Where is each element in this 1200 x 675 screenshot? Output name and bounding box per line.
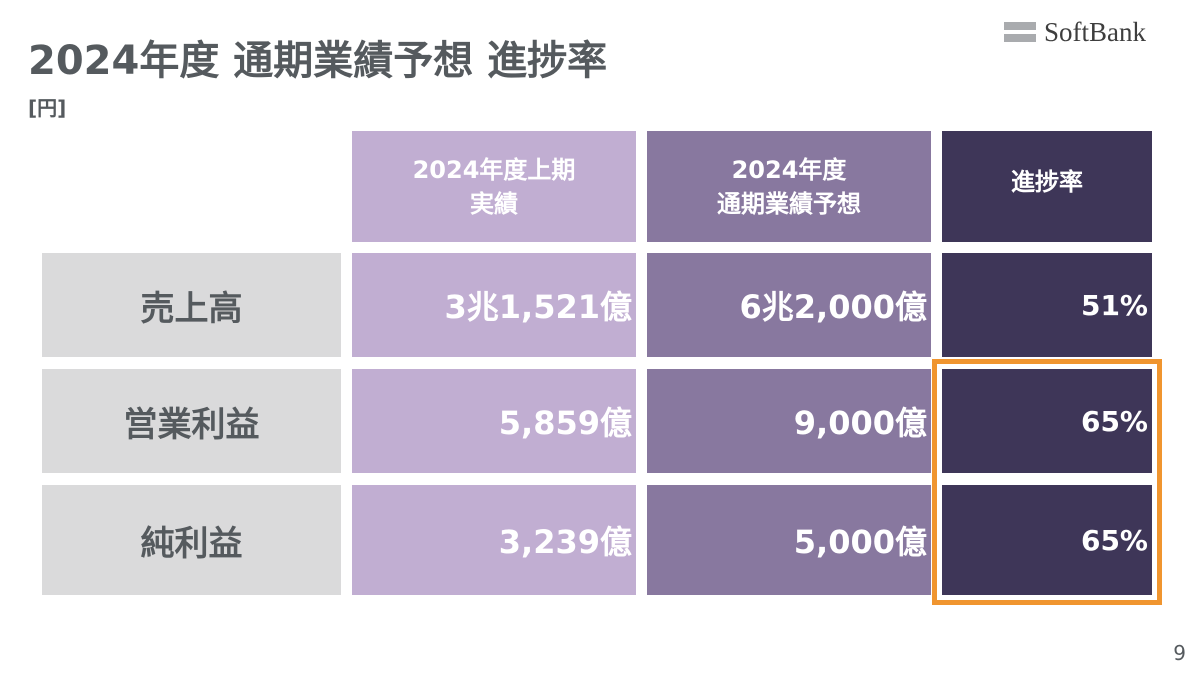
page-number: 9 xyxy=(1173,641,1186,665)
row-label-revenue: 売上高 xyxy=(42,253,341,357)
page-title: 2024年度 通期業績予想 進捗率 xyxy=(28,38,608,84)
net-income-actual: 3,239億 xyxy=(352,485,636,595)
row-label-operating-income: 営業利益 xyxy=(42,369,341,473)
column-header-actual: 2024年度上期 実績 xyxy=(352,131,636,242)
column-header-forecast-line1: 2024年度 xyxy=(731,155,847,184)
revenue-progress: 51% xyxy=(942,253,1152,357)
softbank-logo: SoftBank xyxy=(1004,16,1146,48)
column-header-forecast-line2: 通期業績予想 xyxy=(717,189,861,218)
operating-income-forecast: 9,000億 xyxy=(647,369,931,473)
row-label-net-income: 純利益 xyxy=(42,485,341,595)
revenue-actual: 3兆1,521億 xyxy=(352,253,636,357)
column-header-actual-line1: 2024年度上期 xyxy=(412,155,576,184)
column-header-actual-line2: 実績 xyxy=(469,189,518,218)
logo-text: SoftBank xyxy=(1044,16,1147,47)
column-header-progress-label: 進捗率 xyxy=(1011,167,1083,196)
net-income-forecast: 5,000億 xyxy=(647,485,931,595)
net-income-progress: 65% xyxy=(942,485,1152,595)
logo-bars-icon xyxy=(1004,19,1036,45)
operating-income-actual: 5,859億 xyxy=(352,369,636,473)
column-header-forecast: 2024年度 通期業績予想 xyxy=(647,131,931,242)
unit-label: [円] xyxy=(28,96,67,120)
column-header-progress: 進捗率 xyxy=(942,131,1152,242)
operating-income-progress: 65% xyxy=(942,369,1152,473)
revenue-forecast: 6兆2,000億 xyxy=(647,253,931,357)
